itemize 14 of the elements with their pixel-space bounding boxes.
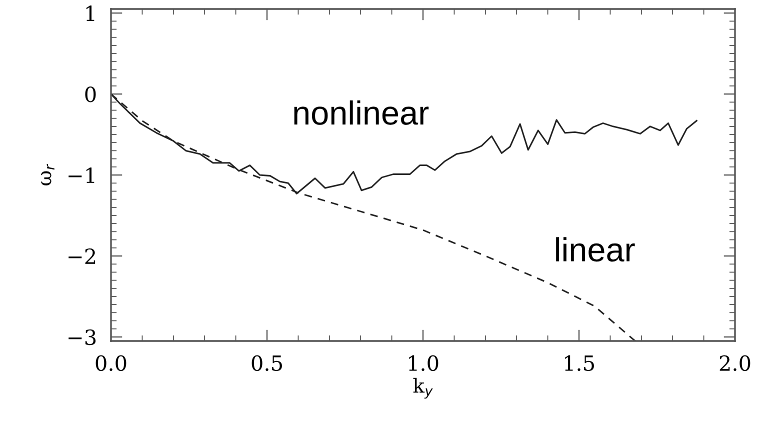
series-label: linear [556, 237, 635, 262]
x-tick-label: 0.5 [252, 355, 282, 372]
x-tick-label: 1.0 [408, 355, 438, 372]
series-label: nonlinear [294, 100, 429, 125]
y-tick-label: −3 [68, 329, 96, 346]
x-tick-label: 1.5 [564, 355, 594, 372]
y-tick-label: 1 [86, 6, 94, 21]
y-tick-label: −2 [68, 248, 96, 264]
y-tick-label: 0 [85, 86, 96, 102]
y-tick-label: −1 [68, 167, 94, 183]
x-tick-label: 0.0 [96, 355, 126, 372]
x-tick-label: 2.0 [720, 355, 750, 372]
y-axis-title: ω$_{r}$ [41, 164, 54, 186]
x-axis-title: k$_{y}$ [413, 378, 433, 399]
